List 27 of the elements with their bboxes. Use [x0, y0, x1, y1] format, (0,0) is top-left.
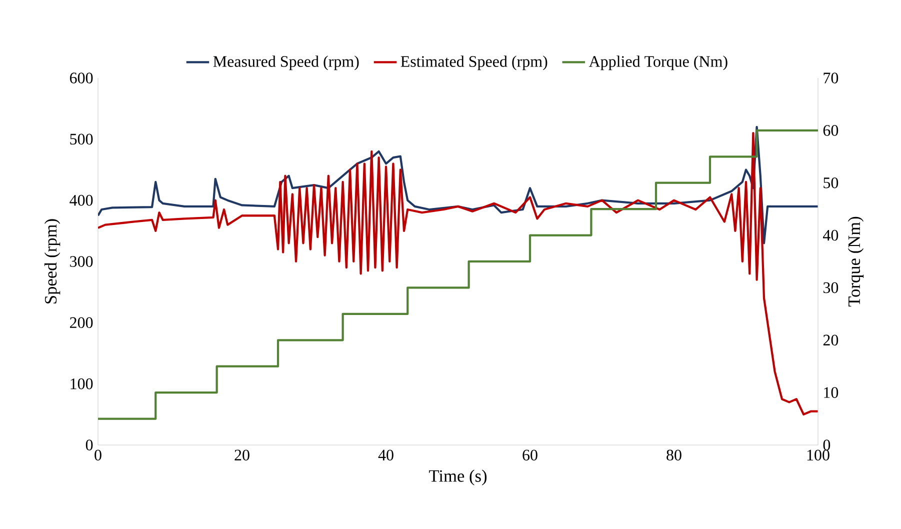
- x-tick-label: 80: [666, 450, 682, 460]
- y-axis-title: Speed (rpm): [44, 219, 60, 304]
- y2-tick-label: 50: [824, 177, 838, 188]
- y2-tick-label: 30: [823, 282, 838, 294]
- x-tick-label: 40: [378, 450, 394, 460]
- x-tick-label: 20: [234, 450, 250, 460]
- y2-tick-label: 40: [823, 230, 838, 241]
- x-axis-title: Time (s): [429, 470, 487, 486]
- y-tick-label: 0: [86, 440, 93, 450]
- y2-tick-label: 70: [824, 72, 838, 84]
- y-tick-label: 500: [70, 134, 93, 145]
- legend-label: Measured Speed (rpm): [213, 56, 359, 70]
- y-tick-label: 600: [70, 72, 93, 84]
- x-tick-label: 60: [522, 450, 538, 460]
- y-tick-label: 100: [70, 378, 93, 390]
- y-tick-label: 400: [70, 194, 93, 206]
- y-tick-label: 200: [70, 317, 93, 328]
- y2-tick-label: 10: [824, 387, 838, 398]
- y-tick-label: 300: [70, 256, 93, 267]
- x-tick-label: 0: [94, 450, 102, 460]
- y2-tick-label: 20: [823, 334, 838, 346]
- y2-tick-label: 0: [823, 440, 830, 450]
- y2-axis-title: Torque (Nm): [848, 216, 864, 307]
- x-tick-label: 100: [807, 450, 830, 460]
- legend-label: Estimated Speed (rpm): [400, 56, 548, 70]
- legend-label: Applied Torque (Nm): [588, 56, 728, 70]
- y2-tick-label: 60: [823, 125, 838, 136]
